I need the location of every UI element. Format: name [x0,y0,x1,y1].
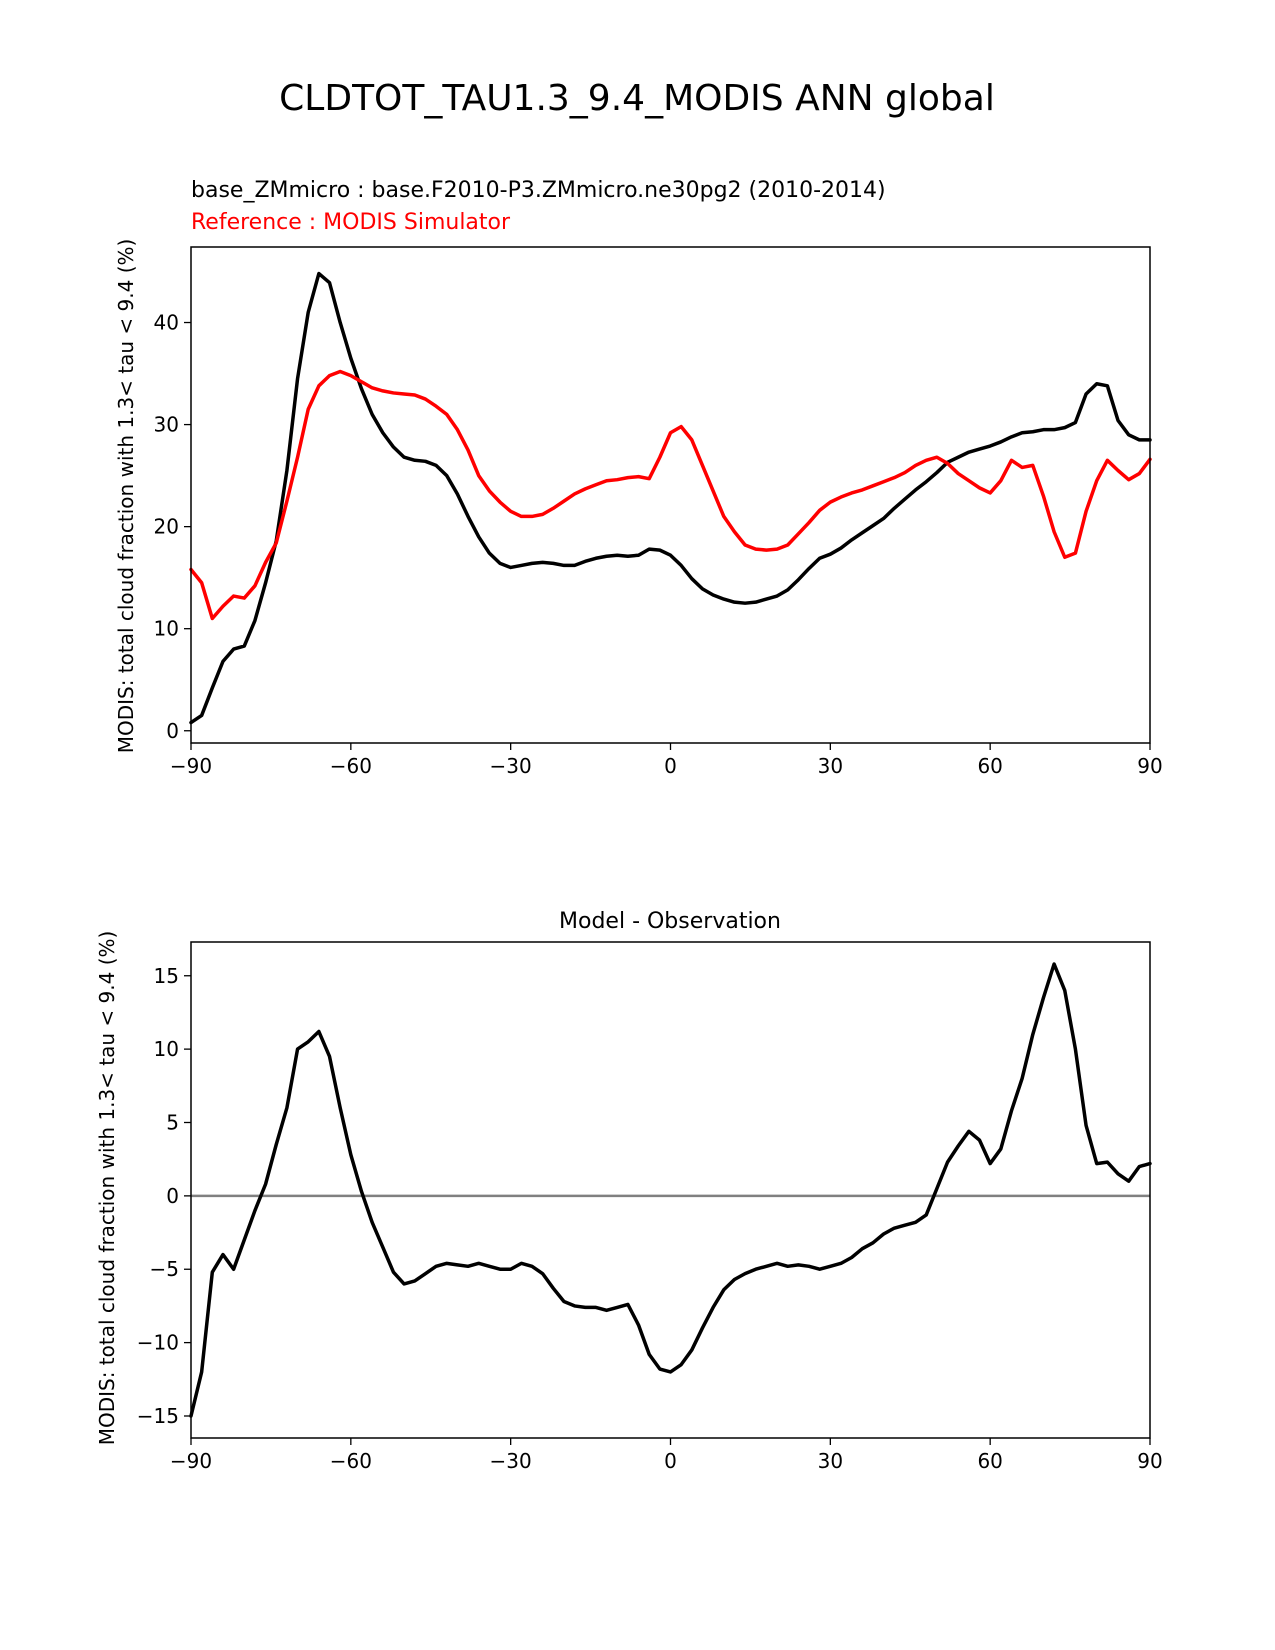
bottom-x-tick-label: 0 [664,1449,677,1473]
bottom-y-tick-label: −15 [137,1404,179,1428]
top-y-tick-label: 20 [154,515,179,539]
bottom-panel: Model - Observation MODIS: total cloud f… [95,909,1163,1473]
top-model-line [189,271,1152,725]
top-x-tick-label: −30 [490,754,532,778]
top-plot-area [189,271,1152,725]
top-x-tick-label: 90 [1137,754,1162,778]
bottom-x-tick-label: −30 [490,1449,532,1473]
bottom-y-tick-label: −10 [137,1331,179,1355]
bottom-y-tick-label: 10 [154,1037,179,1061]
top-x-tick-label: 60 [977,754,1002,778]
bottom-chart-title: Model - Observation [559,909,781,934]
top-y-axis-label: MODIS: total cloud fraction with 1.3< ta… [114,239,138,754]
top-x-tick-label: −60 [330,754,372,778]
bottom-axes-frame [190,941,1151,1439]
reference-label: Reference : MODIS Simulator [191,210,511,235]
top-panel: base_ZMmicro : base.F2010-P3.ZMmicro.ne3… [114,178,1163,778]
top-x-tick-label: −90 [170,754,212,778]
top-y-tick-label: 0 [166,719,179,743]
bottom-x-tick-label: 60 [977,1449,1002,1473]
bottom-y-axis-label: MODIS: total cloud fraction with 1.3< ta… [95,931,119,1446]
bottom-plot-area [189,962,1152,1418]
top-y-tick-label: 40 [154,311,179,335]
bottom-y-tick-label: −5 [150,1257,179,1281]
bottom-y-tick-label: 15 [154,964,179,988]
bottom-x-tick-label: 90 [1137,1449,1162,1473]
top-y-tick-label: 10 [154,617,179,641]
bottom-difference-line [189,962,1152,1418]
figure-title: CLDTOT_TAU1.3_9.4_MODIS ANN global [279,78,995,119]
top-x-tick-label: 30 [818,754,843,778]
bottom-x-tick-label: −60 [330,1449,372,1473]
bottom-x-tick-label: 30 [818,1449,843,1473]
bottom-y-tick-label: 0 [166,1184,179,1208]
top-axes-frame [190,246,1151,744]
model-label: base_ZMmicro : base.F2010-P3.ZMmicro.ne3… [191,178,886,203]
bottom-x-tick-label: −90 [170,1449,212,1473]
bottom-ticks: −90 −60 −30 0 30 60 90 −15 −10 −5 0 5 10 15 [137,964,1163,1473]
top-ticks: −90 −60 −30 0 30 60 90 0 10 20 30 40 [154,311,1163,778]
bottom-y-tick-label: 5 [166,1110,179,1134]
top-reference-line [189,369,1152,621]
top-x-tick-label: 0 [664,754,677,778]
top-y-tick-label: 30 [154,413,179,437]
